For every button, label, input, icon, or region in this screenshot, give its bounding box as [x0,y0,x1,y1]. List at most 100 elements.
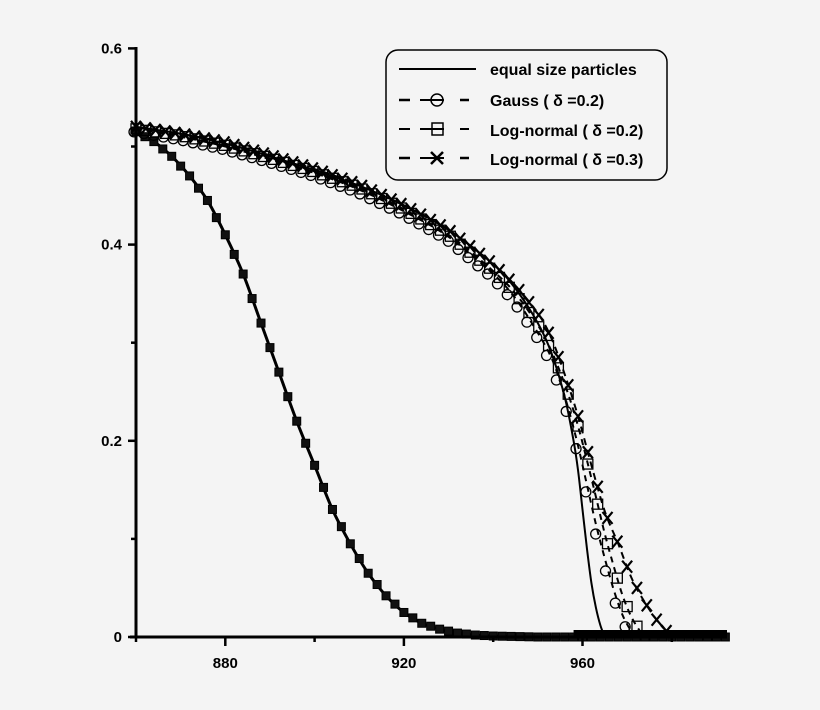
x-marker [159,124,172,139]
circle-marker [599,565,612,577]
x-marker [493,263,506,277]
x-marker [660,624,673,638]
square-marker [601,538,614,550]
y-tick-label: 0.6 [101,40,122,57]
circle-marker [501,289,513,301]
square-marker [592,498,604,510]
x-marker [640,598,653,612]
overlap-marker [363,568,373,578]
x-marker [297,158,309,173]
overlap-marker [247,294,257,304]
x-marker [503,273,516,287]
overlap-marker [211,213,221,223]
square-marker [562,388,574,400]
circle-marker [570,443,582,455]
legend-label: Gauss ( δ =0.2) [490,93,604,110]
x-marker [650,612,663,627]
x-marker [198,131,211,146]
legend-item-lognormal-02: Log-normal ( δ =0.2) [399,122,643,140]
x-marker [277,152,290,167]
overlap-marker [354,554,364,564]
square-marker [493,271,506,284]
x-marker [356,179,368,193]
x-marker [562,378,575,393]
x-tick-label: 960 [570,655,595,672]
overlap-marker [292,416,302,426]
x-marker [464,239,476,254]
legend-label: equal size particles [490,62,637,79]
x-marker [415,207,427,222]
overlap-marker [435,624,445,634]
overlap-marker [176,161,186,171]
x-marker [582,445,594,459]
square-marker [513,293,525,305]
x-marker [395,197,408,211]
circle-marker [580,486,592,498]
overlap-marker [274,367,284,377]
overlap-marker [238,269,248,279]
square-marker [552,362,565,374]
x-marker [218,135,231,150]
x-marker [238,141,250,155]
x-marker [513,283,525,297]
x-axis-ticks: 880 920 960 [134,637,674,672]
x-marker [257,146,270,161]
overlap-marker [149,137,159,147]
square-marker [621,600,633,613]
circle-marker [590,528,602,540]
legend-item-equal-size: equal size particles [399,62,637,79]
overlap-marker [327,504,337,514]
overlap-marker [470,630,480,640]
x-marker [473,247,486,261]
overlap-marker [158,144,168,154]
circle-marker [491,278,504,290]
legend-item-lognormal-03: Log-normal ( δ =0.3) [399,151,643,169]
overlap-marker [167,151,177,161]
x-marker [169,126,182,140]
square-marker [582,458,594,470]
x-marker [405,202,417,216]
square-marker [533,321,545,333]
y-tick-label: 0 [114,629,122,646]
x-marker [542,326,555,340]
circle-marker [481,268,494,280]
x-marker [631,581,643,595]
overlap-marker [185,171,195,181]
overlap-marker [336,522,346,532]
legend-box [385,49,668,181]
overlap-marker [399,607,409,617]
circle-marker [511,301,523,313]
overlap-marker [345,539,355,549]
overlap-marker [417,618,427,628]
square-marker [611,572,623,584]
square-marker [523,306,535,319]
overlap-marker [283,392,293,402]
square-marker [572,420,584,432]
overlap-marker [229,249,239,259]
overlap-marker [444,626,454,636]
x-marker [611,534,624,549]
overlap-marker [194,183,204,193]
legend: equal size particles Gauss ( δ =0.2) Log… [385,49,668,181]
x-marker [149,123,162,137]
x-marker [454,232,467,246]
dashed-square-marker-icon [399,122,469,136]
x-marker [621,559,633,574]
circle-marker [550,374,563,386]
x-marker [189,129,201,144]
overlap-marker [408,613,418,623]
x-marker [326,168,339,183]
x-marker [424,213,437,227]
x-marker [316,165,329,179]
overlap-marker [390,599,400,609]
x-marker [434,218,447,233]
x-marker [385,192,398,207]
x-tick-label: 920 [391,655,416,672]
square-marker [503,281,515,293]
baseline-markers [573,630,727,637]
overlap-marker [220,230,230,240]
x-marker [552,350,565,364]
overlap-marker [301,438,311,448]
overlap-marker [265,343,275,353]
